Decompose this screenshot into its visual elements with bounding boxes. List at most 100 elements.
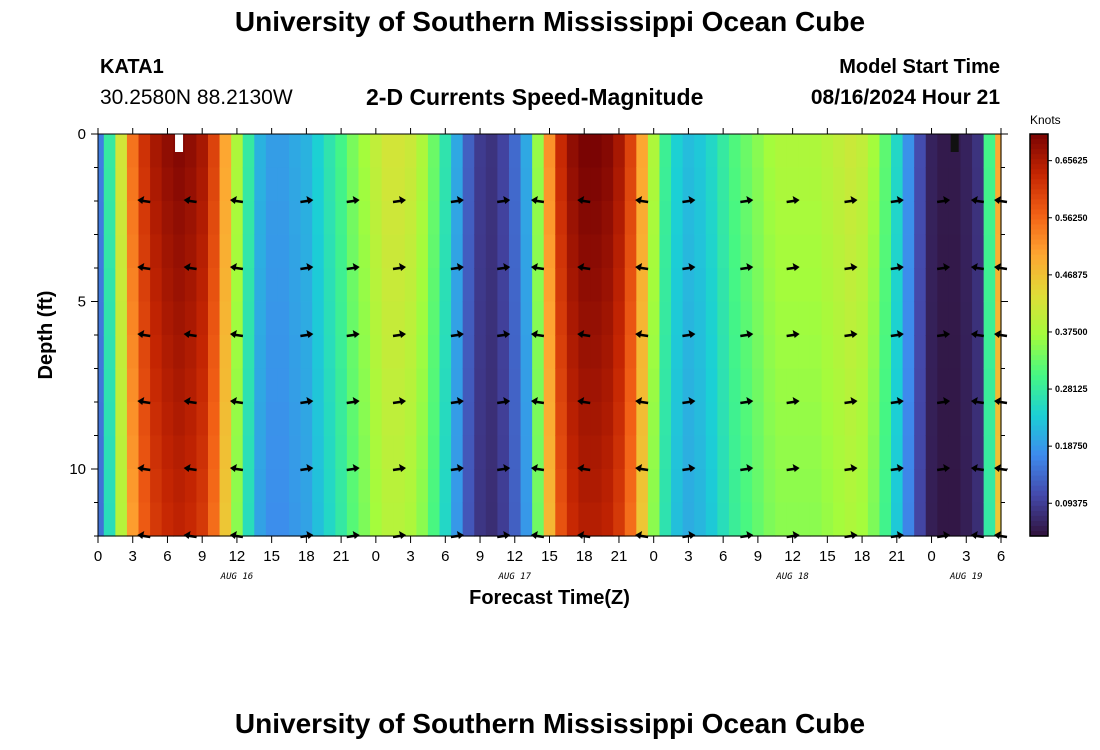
heatmap-cell: [150, 435, 163, 470]
heatmap-cell: [705, 234, 718, 269]
heatmap-cell: [902, 469, 915, 504]
heatmap-cell: [323, 435, 336, 470]
heatmap-cell: [289, 469, 302, 504]
heatmap-cell: [312, 502, 325, 537]
heatmap-cell: [358, 234, 371, 269]
heatmap-cell: [126, 502, 140, 537]
heatmap-cell: [508, 268, 522, 303]
heatmap-cell: [647, 301, 661, 336]
current-vector-arrow: [496, 330, 511, 338]
heatmap-cell: [879, 301, 892, 336]
heatmap-cell: [161, 368, 174, 403]
heatmap-cell: [798, 469, 811, 504]
colorbar-segment: [1030, 515, 1048, 522]
heatmap-cell: [184, 268, 198, 303]
heatmap-cell: [126, 301, 140, 336]
heatmap-cell: [393, 335, 406, 370]
heatmap-cell: [636, 301, 649, 336]
colorbar-segment: [1030, 485, 1048, 492]
heatmap-cell: [763, 201, 776, 236]
heatmap-cell: [161, 167, 174, 202]
heatmap-cell: [323, 402, 336, 437]
heatmap-cell: [138, 402, 151, 437]
heatmap-cell: [914, 134, 927, 169]
heatmap-cell: [416, 335, 429, 370]
heatmap-cell: [590, 435, 603, 470]
heatmap-cell: [520, 134, 533, 169]
heatmap-cell: [254, 201, 267, 236]
current-vector-arrow: [137, 464, 151, 472]
heatmap-cell: [925, 167, 938, 202]
heatmap-cell: [937, 167, 950, 202]
current-vector-arrow: [577, 464, 591, 472]
heatmap-cell: [937, 368, 950, 403]
heatmap-cell: [346, 402, 360, 437]
heatmap-cell: [103, 268, 116, 303]
heatmap-cell: [671, 368, 684, 403]
heatmap-cell: [891, 502, 904, 537]
heatmap-cell: [300, 167, 313, 202]
heatmap-cell: [636, 435, 649, 470]
heatmap-cell: [879, 368, 892, 403]
heatmap-cell: [983, 335, 996, 370]
heatmap-cell: [520, 201, 533, 236]
heatmap-cell: [566, 201, 580, 236]
heatmap-cell: [728, 368, 742, 403]
heatmap-cell: [763, 469, 776, 504]
heatmap-cell: [231, 301, 244, 336]
heatmap-cell: [439, 301, 452, 336]
model-start-label: Model Start Time: [839, 56, 1000, 78]
heatmap-cell: [254, 234, 267, 269]
current-vector-arrow: [740, 464, 754, 472]
x-tick-label: 9: [476, 548, 484, 565]
heatmap-cell: [196, 201, 209, 236]
heatmap-cell: [624, 268, 637, 303]
heatmap-cell: [370, 402, 383, 437]
colorbar-segment: [1030, 224, 1048, 231]
current-vector-arrow: [890, 397, 904, 405]
heatmap-cell: [775, 167, 788, 202]
current-vector-arrow: [300, 397, 314, 405]
heatmap-cell: [103, 502, 116, 537]
heatmap-cell: [636, 502, 649, 537]
heatmap-cell: [821, 368, 834, 403]
heatmap-cell: [752, 234, 765, 269]
heatmap-cell: [821, 435, 834, 470]
heatmap-cell: [717, 402, 730, 437]
current-vector-arrow: [229, 330, 244, 338]
heatmap-cell: [427, 201, 441, 236]
heatmap-cell: [254, 368, 267, 403]
heatmap-cell: [578, 301, 591, 336]
heatmap-cell: [821, 469, 834, 504]
heatmap-cell: [508, 469, 522, 504]
current-vector-arrow: [346, 464, 360, 472]
heatmap-cell: [798, 268, 811, 303]
heatmap-cell: [613, 469, 626, 504]
day-label: AUG 16: [220, 572, 254, 582]
heatmap-cell: [393, 301, 406, 336]
heatmap-cell: [207, 201, 221, 236]
heatmap-cell: [891, 402, 904, 437]
current-vector-arrow: [970, 397, 985, 405]
x-tick-label: 3: [406, 548, 414, 565]
heatmap-cell: [613, 502, 626, 537]
colorbar-segment: [1030, 189, 1048, 195]
footer-title: University of Southern Mississippi Ocean…: [234, 708, 866, 739]
heatmap-cell: [265, 502, 279, 537]
heatmap-cell: [647, 335, 661, 370]
heatmap-cell: [532, 335, 545, 370]
heatmap-cell: [728, 301, 742, 336]
heatmap-cell: [300, 234, 313, 269]
heatmap-cell: [925, 368, 938, 403]
y-axis-label: Depth (ft): [35, 291, 57, 380]
heatmap-cell: [682, 134, 695, 169]
heatmap-cell: [960, 167, 973, 202]
heatmap-cell: [937, 201, 950, 236]
heatmap-cell: [682, 402, 695, 437]
heatmap-cell: [207, 435, 221, 470]
heatmap-cell: [115, 368, 128, 403]
heatmap-cell: [312, 435, 325, 470]
colorbar-segment: [1030, 239, 1048, 246]
heatmap-cell: [566, 301, 580, 336]
heatmap-cell: [566, 469, 580, 504]
